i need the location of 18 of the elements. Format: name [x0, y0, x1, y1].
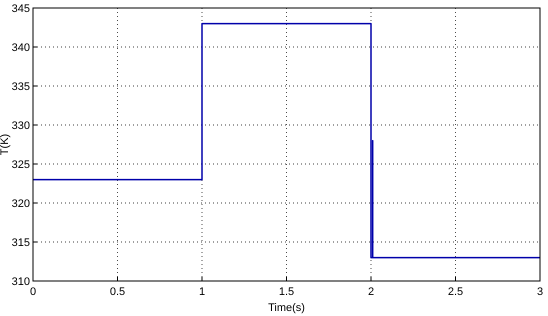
- x-tick-label: 0.5: [110, 286, 126, 298]
- y-tick-label: 330: [12, 120, 30, 132]
- y-tick-label: 310: [12, 276, 30, 288]
- y-tick-label: 345: [12, 3, 30, 15]
- y-tick-label: 340: [12, 42, 30, 54]
- line-series: [32, 22, 541, 258]
- x-tick-label: 0: [30, 286, 36, 298]
- x-tick-label: 2.5: [448, 286, 464, 298]
- x-tick-label: 2: [368, 286, 374, 298]
- x-tick-label: 3: [536, 286, 544, 298]
- y-axis-title: T(K): [0, 134, 11, 156]
- y-tick-label: 315: [12, 237, 30, 249]
- x-axis-title: Time(s): [268, 302, 305, 314]
- y-tick-label: 320: [12, 198, 30, 210]
- y-tick-label: 325: [12, 159, 30, 171]
- x-tick-label: 1: [198, 286, 206, 298]
- y-tick-label: 335: [12, 81, 30, 93]
- x-tick-label: 1.5: [278, 286, 294, 298]
